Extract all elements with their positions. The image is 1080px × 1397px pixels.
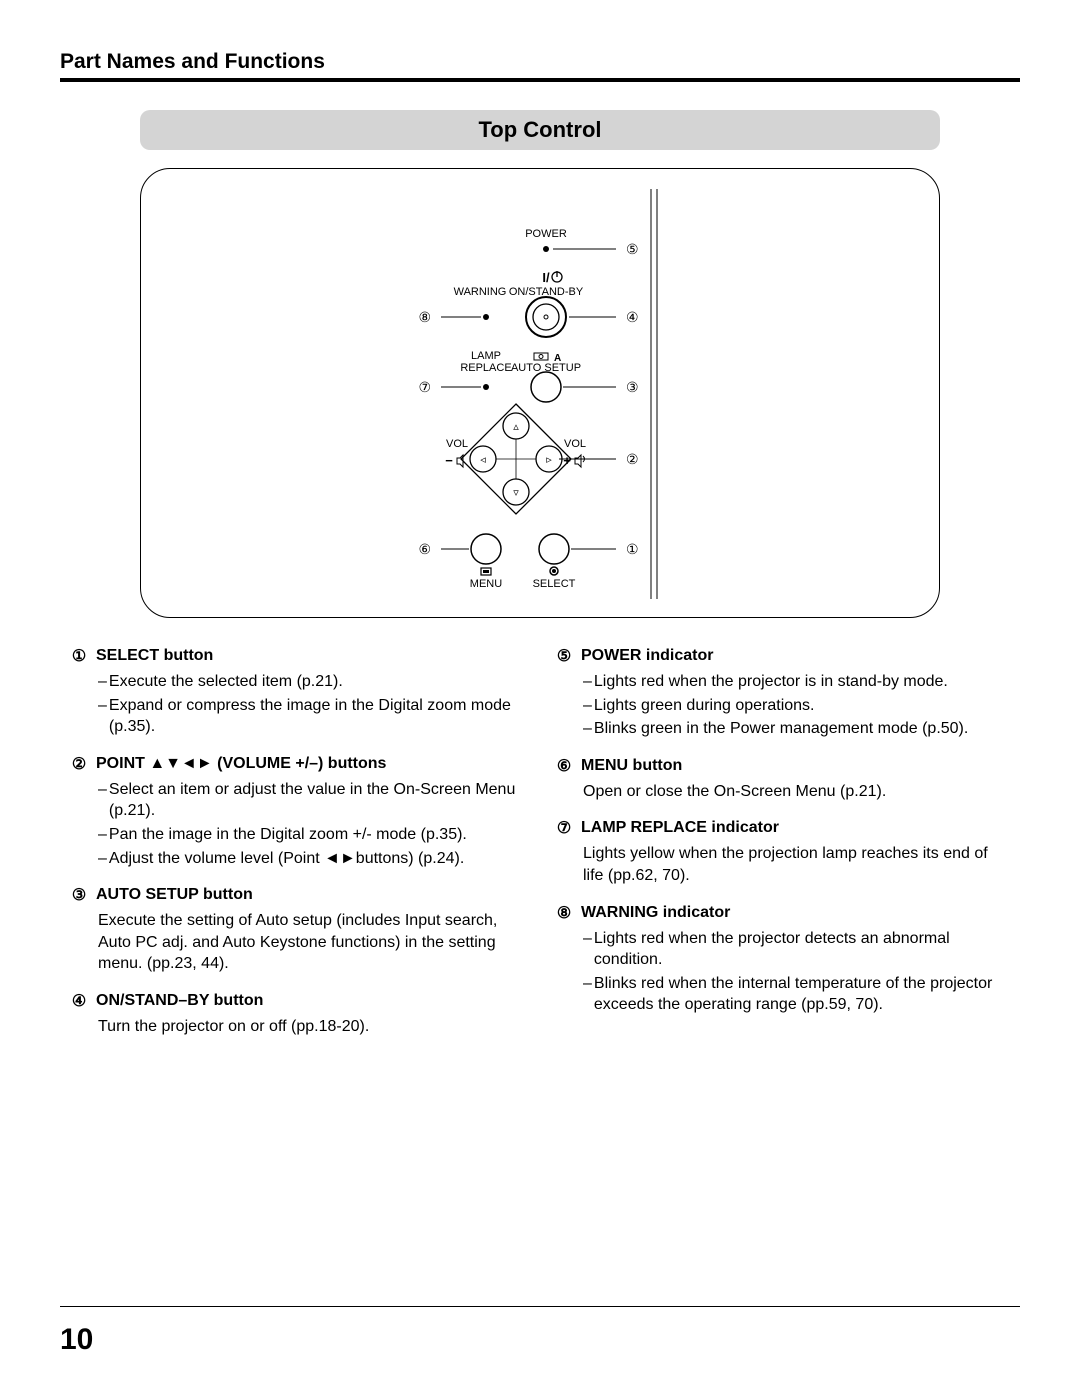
- svg-text:▿: ▿: [513, 487, 519, 499]
- svg-text:③: ③: [626, 379, 639, 395]
- svg-text:◃: ◃: [480, 454, 486, 466]
- item-line: Lights red when the projector is in stan…: [594, 671, 948, 693]
- svg-text:VOL: VOL: [564, 438, 586, 450]
- svg-text:▵: ▵: [513, 421, 519, 433]
- item-number: ①: [70, 646, 88, 666]
- top-control-diagram: POWERI/WARNINGON/STAND-BYLAMPREPLACEAUTO…: [140, 168, 940, 618]
- item-title: AUTO SETUP button: [96, 886, 253, 904]
- item-title: MENU button: [581, 757, 682, 775]
- item-number: ③: [70, 885, 88, 905]
- svg-text:SELECT: SELECT: [533, 578, 576, 590]
- item-line: Lights red when the projector detects an…: [594, 928, 1010, 971]
- svg-text:A: A: [554, 353, 561, 364]
- svg-text:▹: ▹: [546, 454, 552, 466]
- item-line: Blinks red when the internal temperature…: [594, 973, 1010, 1016]
- svg-text:POWER: POWER: [525, 228, 567, 240]
- item-title: ON/STAND–BY button: [96, 992, 263, 1010]
- svg-text:MENU: MENU: [470, 578, 502, 590]
- footer-rule: [60, 1306, 1020, 1307]
- description-columns: ①SELECT button–Execute the selected item…: [60, 646, 1020, 1054]
- description-item: ①SELECT button–Execute the selected item…: [70, 646, 525, 738]
- item-line: Lights green during operations.: [594, 695, 815, 717]
- left-column: ①SELECT button–Execute the selected item…: [70, 646, 525, 1054]
- item-title: POWER indicator: [581, 647, 713, 665]
- svg-text:+: +: [563, 453, 571, 468]
- svg-text:WARNING: WARNING: [454, 286, 507, 298]
- item-line: Execute the setting of Auto setup (inclu…: [70, 910, 525, 975]
- item-line: Expand or compress the image in the Digi…: [109, 695, 525, 738]
- svg-text:⑧: ⑧: [418, 309, 431, 325]
- svg-text:①: ①: [626, 541, 639, 557]
- item-line: Pan the image in the Digital zoom +/- mo…: [109, 824, 467, 846]
- svg-text:⑦: ⑦: [418, 379, 431, 395]
- item-line: Adjust the volume level (Point ◄►buttons…: [109, 848, 464, 870]
- svg-text:VOL: VOL: [446, 438, 468, 450]
- svg-text:LAMP: LAMP: [471, 350, 501, 362]
- item-line: Blinks green in the Power management mod…: [594, 718, 968, 740]
- description-item: ③ AUTO SETUP button Execute the setting of…: [70, 885, 525, 975]
- item-title: WARNING indicator: [581, 904, 730, 922]
- svg-text:②: ②: [626, 451, 639, 467]
- item-title: SELECT button: [96, 647, 213, 665]
- description-item: ②POINT ▲▼◄► (VOLUME +/–) buttons–Select …: [70, 754, 525, 869]
- item-number: ⑤: [555, 646, 573, 666]
- item-number: ⑥: [555, 756, 573, 776]
- description-item: ⑧WARNING indicator–Lights red when the p…: [555, 903, 1010, 1016]
- svg-text:I/: I/: [542, 270, 550, 285]
- svg-text:⑥: ⑥: [418, 541, 431, 557]
- item-number: ②: [70, 754, 88, 774]
- item-line: Execute the selected item (p.21).: [109, 671, 343, 693]
- item-line: Select an item or adjust the value in th…: [109, 779, 525, 822]
- section-header: Part Names and Functions: [60, 50, 1020, 82]
- item-line: Turn the projector on or off (pp.18-20).: [70, 1016, 525, 1038]
- item-line: Lights yellow when the projection lamp r…: [555, 843, 1010, 886]
- item-number: ⑧: [555, 903, 573, 923]
- description-item: ⑤POWER indicator–Lights red when the pro…: [555, 646, 1010, 740]
- item-title: LAMP REPLACE indicator: [581, 819, 779, 837]
- description-item: ⑦ LAMP REPLACE indicator Lights yellow whe…: [555, 818, 1010, 886]
- svg-text:REPLACE: REPLACE: [460, 362, 511, 374]
- subsection-header: Top Control: [140, 110, 940, 150]
- item-line: Open or close the On-Screen Menu (p.21).: [555, 781, 1010, 803]
- description-item: ④ ON/STAND–BY button Turn the projector on…: [70, 991, 525, 1038]
- svg-text:−: −: [445, 453, 453, 468]
- description-item: ⑥ MENU button Open or close the On-Screen …: [555, 756, 1010, 803]
- item-number: ④: [70, 991, 88, 1011]
- svg-text:⑤: ⑤: [626, 241, 639, 257]
- svg-text:④: ④: [626, 309, 639, 325]
- item-number: ⑦: [555, 818, 573, 838]
- page-number: 10: [60, 1323, 93, 1357]
- right-column: ⑤POWER indicator–Lights red when the pro…: [555, 646, 1010, 1054]
- item-title: POINT ▲▼◄► (VOLUME +/–) buttons: [96, 755, 386, 773]
